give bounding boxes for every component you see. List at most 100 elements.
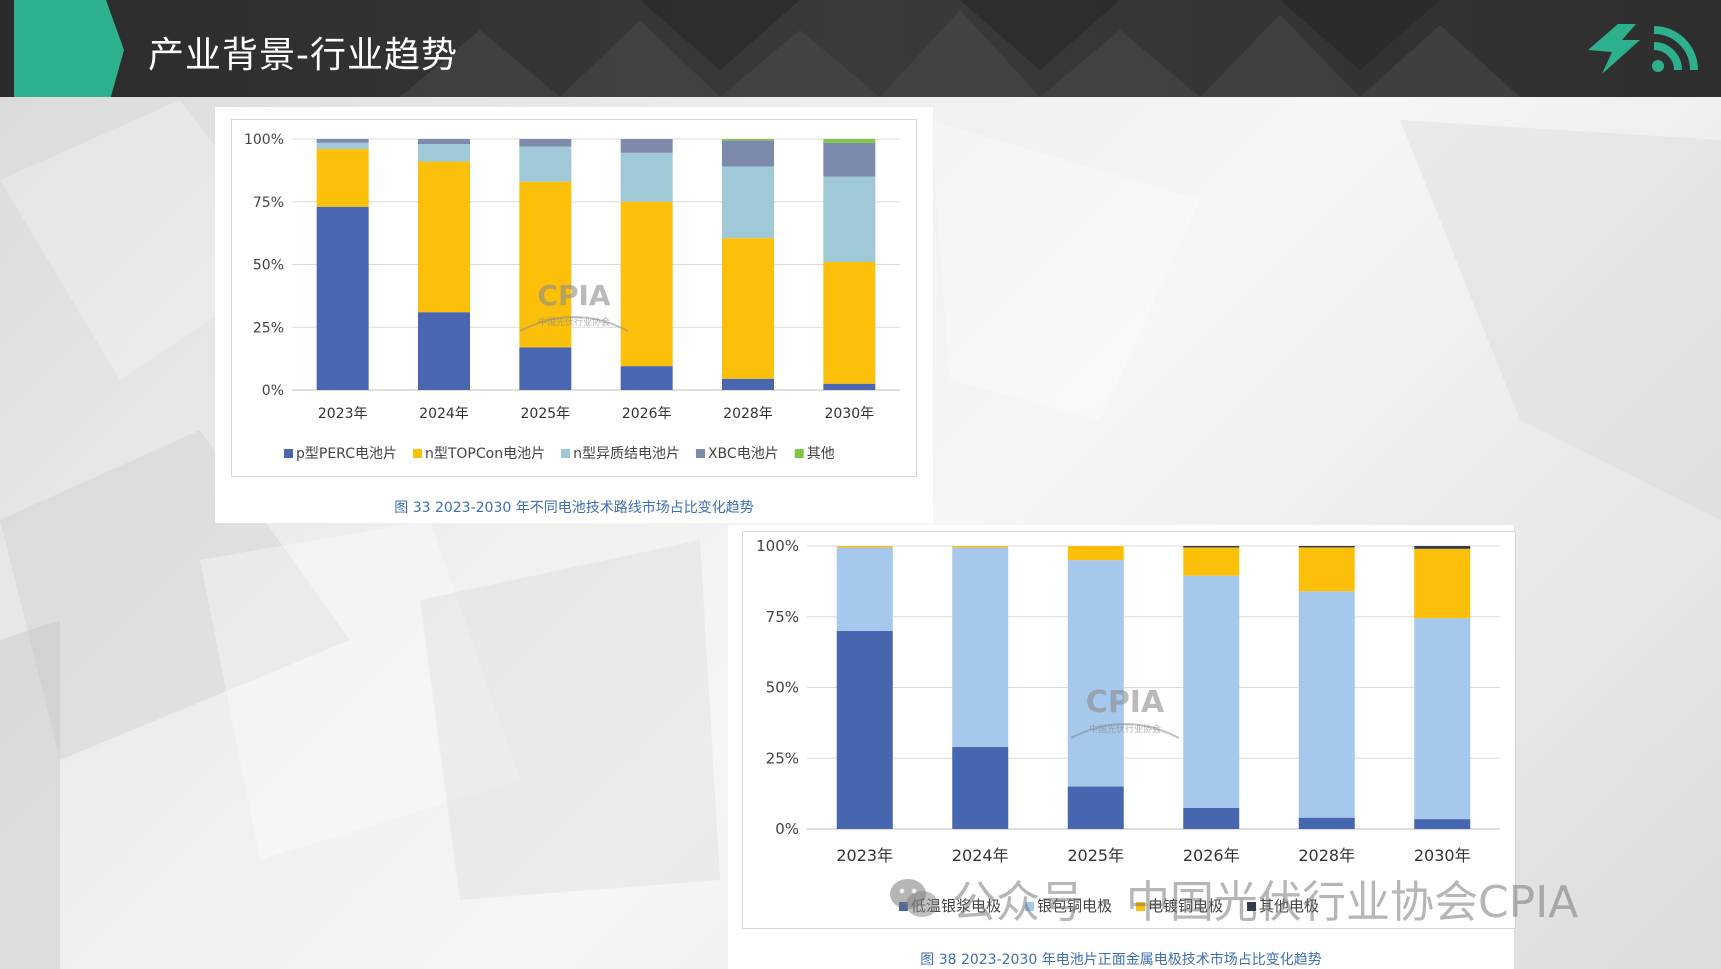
chart2-frame: 0% 25% 50% 75% 100% 2023年 2024年 2025年 2026年 2028年…: [742, 531, 1516, 929]
bar-segment: [1067, 546, 1124, 561]
legend-swatch: [561, 449, 571, 458]
bar-segment: [1183, 575, 1240, 808]
y-tick-label: 100%: [756, 537, 799, 555]
bar-segment: [316, 206, 369, 390]
bar-segment: [620, 139, 673, 153]
x-tick-label: 2024年: [952, 846, 1009, 865]
cpia-watermark-sub: 中国光伏行业协会: [538, 316, 610, 328]
legend-label: 其他电极: [1259, 897, 1319, 915]
bar-segment: [1298, 817, 1355, 829]
bar-segment: [823, 383, 876, 390]
bar-segment: [1414, 548, 1471, 619]
bar-segment: [1298, 591, 1355, 818]
cpia-watermark-arc: [1070, 723, 1180, 739]
bar-segment: [952, 547, 1009, 747]
cpia-watermark-arc: [519, 316, 629, 332]
legend-swatch: [284, 449, 293, 458]
bar-segment: [1067, 786, 1124, 829]
bar-segment: [1183, 547, 1240, 576]
x-tick-label: 2026年: [622, 406, 672, 422]
bar-segment: [620, 366, 673, 390]
legend-swatch: [412, 449, 422, 458]
x-tick-label: 2026年: [1183, 846, 1240, 865]
legend-swatch: [695, 449, 705, 458]
y-tick-label: 0%: [775, 820, 799, 838]
logo-icon: [1588, 24, 1698, 74]
x-tick-label: 2025年: [521, 406, 571, 422]
legend-swatch: [1025, 902, 1035, 911]
bar-segment: [952, 746, 1009, 829]
bar-segment: [1298, 546, 1355, 548]
chart1-frame: 0% 25% 50% 75% 100% 2023年 2024年 2025年 2026年 2028年…: [231, 119, 917, 477]
y-tick-label: 100%: [244, 132, 284, 148]
x-tick-label: 2025年: [1067, 846, 1124, 865]
chart2-caption: 图 38 2023-2030 年电池片正面金属电极技术市场占比变化趋势: [920, 952, 1322, 968]
legend-swatch: [794, 449, 804, 458]
chart1-svg: 0% 25% 50% 75% 100% 2023年 2024年 2025年 2026年 2028年…: [244, 132, 900, 462]
legend-label: 电镀铜电极: [1148, 897, 1223, 915]
x-tick-label: 2024年: [419, 406, 469, 422]
bar-segment: [836, 546, 893, 548]
bar-segment: [620, 201, 673, 367]
bar-segment: [418, 144, 470, 162]
legend-label: XBC电池片: [708, 446, 779, 462]
y-tick-label: 25%: [766, 749, 799, 767]
legend-label: n型TOPCon电池片: [425, 446, 545, 462]
cpia-watermark: CPIA: [537, 279, 610, 312]
x-tick-label: 2023年: [836, 846, 893, 865]
legend-label: p型PERC电池片: [296, 446, 397, 462]
y-tick-label: 75%: [253, 195, 284, 211]
legend-swatch: [1136, 902, 1146, 911]
bar-segment: [418, 161, 470, 313]
bar-segment: [1183, 807, 1240, 829]
bar-segment: [1414, 546, 1471, 549]
y-tick-label: 0%: [262, 383, 284, 399]
wechat-icon: [890, 879, 938, 917]
bar-segment: [316, 149, 369, 207]
header-accent-tab: [14, 0, 124, 97]
watermark-text: 公众号 · 中国光伏行业协会CPIA: [952, 877, 1579, 928]
x-tick-label: 2030年: [825, 406, 875, 422]
bar-segment: [316, 142, 369, 150]
x-tick-label: 2023年: [318, 406, 368, 422]
chart1-caption: 图 33 2023-2030 年不同电池技术路线市场占比变化趋势: [394, 500, 754, 516]
bar-segment: [1067, 560, 1124, 787]
header-bar: 产业背景-行业趋势: [0, 0, 1721, 97]
bar-segment: [519, 146, 572, 182]
page-title: 产业背景-行业趋势: [148, 35, 458, 76]
x-tick-label: 2028年: [1298, 846, 1355, 865]
bar-segment: [722, 166, 774, 239]
chart1-panel: 0% 25% 50% 75% 100% 2023年 2024年 2025年 2026年 2028年…: [215, 107, 933, 523]
bar-segment: [1183, 546, 1240, 548]
legend-swatch: [1247, 902, 1257, 911]
y-tick-label: 50%: [253, 258, 284, 274]
chart2-svg: 0% 25% 50% 75% 100% 2023年 2024年 2025年 2026年 2028年…: [756, 537, 1500, 915]
bar-segment: [316, 139, 369, 143]
bar-segment: [823, 142, 876, 177]
cpia-watermark: CPIA: [1086, 685, 1165, 720]
bar-segment: [823, 176, 876, 262]
bar-segment: [1414, 819, 1471, 829]
chart2-panel: 0% 25% 50% 75% 100% 2023年 2024年 2025年 2026年 2028年…: [728, 525, 1516, 969]
x-tick-label: 2030年: [1414, 846, 1471, 865]
bar-segment: [1298, 547, 1355, 592]
x-tick-label: 2028年: [723, 406, 773, 422]
y-tick-label: 25%: [253, 320, 284, 336]
bar-segment: [620, 152, 673, 202]
bar-segment: [836, 630, 893, 829]
bar-segment: [722, 378, 774, 390]
bar-segment: [952, 546, 1009, 548]
y-tick-label: 50%: [766, 679, 799, 697]
legend-label: 银包铜电极: [1037, 897, 1112, 915]
legend-label: 其他: [807, 446, 835, 462]
bar-segment: [1414, 618, 1471, 820]
bar-segment: [722, 238, 774, 379]
bar-segment: [823, 139, 876, 143]
cpia-watermark-sub: 中国光伏行业协会: [1089, 723, 1161, 735]
bar-segment: [836, 547, 893, 631]
bar-segment: [823, 261, 876, 384]
wechat-watermark: 公众号 · 中国光伏行业协会CPIA: [888, 868, 1578, 928]
bar-segment: [418, 139, 470, 145]
bar-segment: [722, 140, 774, 167]
header-pattern: [400, 0, 1520, 97]
